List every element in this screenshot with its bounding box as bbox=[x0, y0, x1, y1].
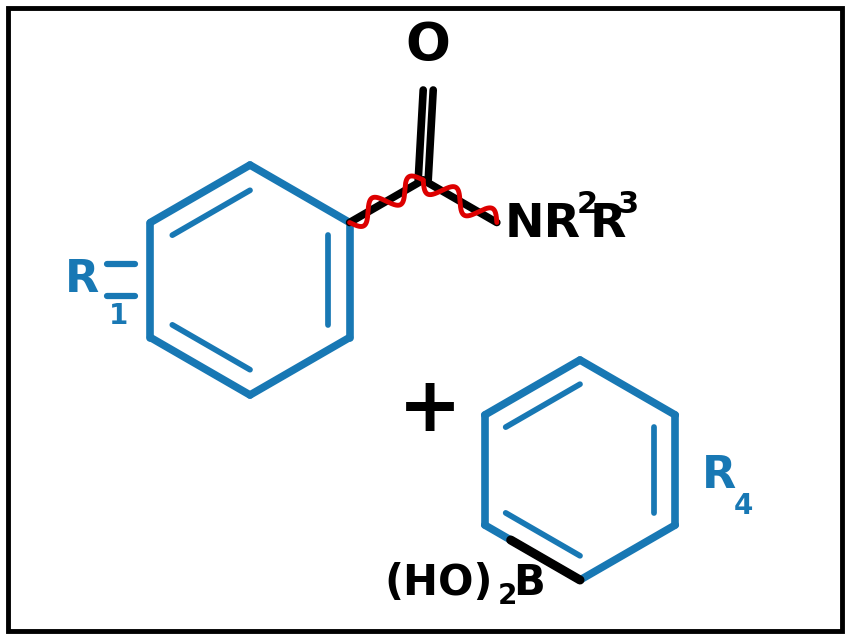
Text: +: + bbox=[398, 373, 462, 447]
Text: B: B bbox=[513, 562, 545, 604]
Text: O: O bbox=[405, 20, 450, 72]
Text: 4: 4 bbox=[734, 492, 753, 520]
Text: R: R bbox=[65, 259, 99, 302]
Text: R: R bbox=[590, 202, 626, 247]
Text: NR: NR bbox=[505, 202, 581, 247]
Text: 1: 1 bbox=[109, 302, 128, 330]
Text: 3: 3 bbox=[618, 190, 639, 219]
Text: (HO): (HO) bbox=[384, 562, 493, 604]
Text: 2: 2 bbox=[577, 190, 598, 219]
Text: 2: 2 bbox=[498, 582, 517, 610]
Text: R: R bbox=[702, 454, 736, 497]
